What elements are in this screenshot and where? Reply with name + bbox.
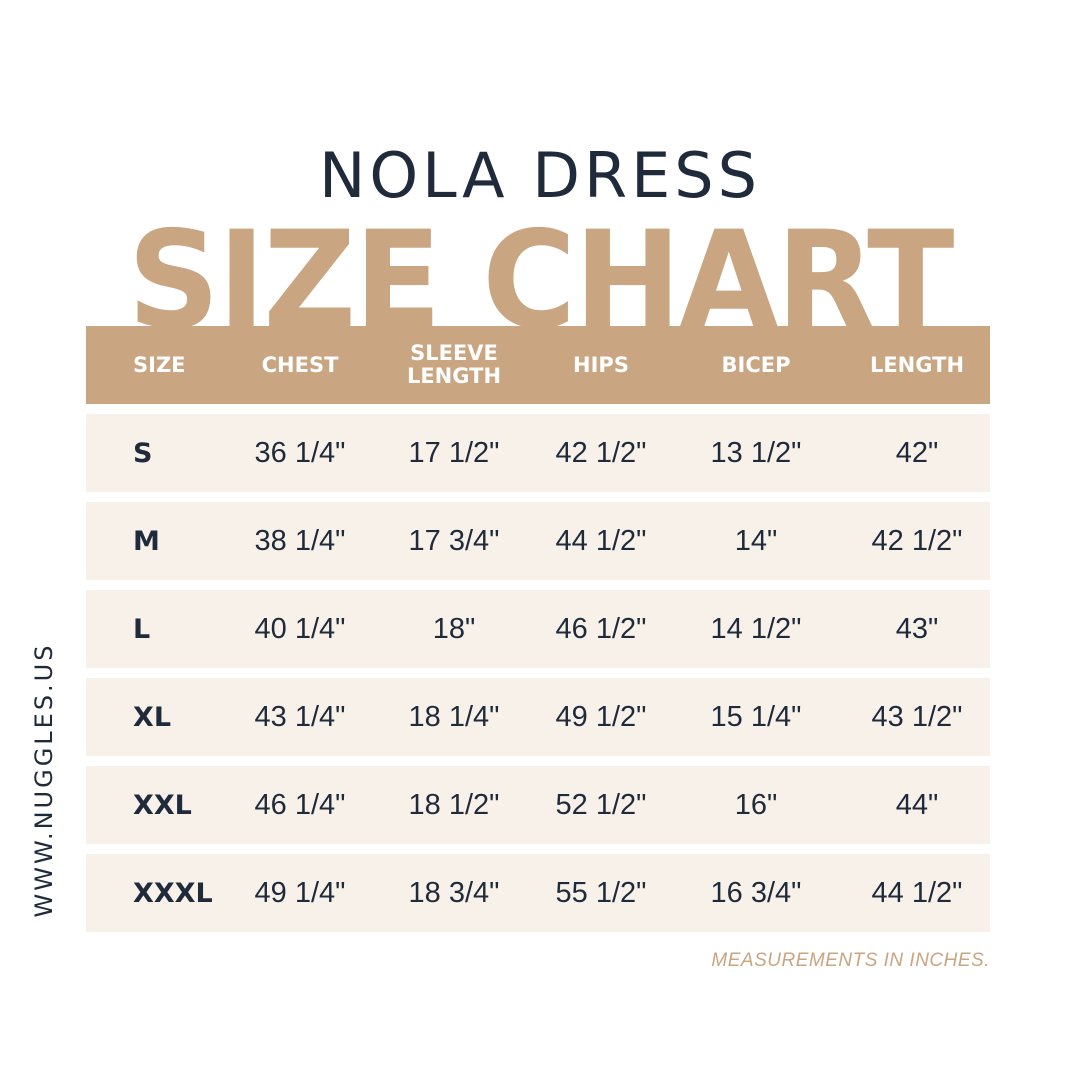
cell-size: S: [133, 437, 153, 469]
cell-bicep: 15 1/4": [710, 700, 802, 733]
cell-sleeve-length: 17 1/2": [408, 436, 500, 469]
cell-sleeve-length: 18 1/2": [408, 788, 500, 821]
cell-bicep: 13 1/2": [710, 436, 802, 469]
cell-sleeve-length: 18 3/4": [408, 876, 500, 909]
table-row: XXXL 49 1/4" 18 3/4" 55 1/2" 16 3/4" 44 …: [86, 854, 990, 932]
product-name: NOLA DRESS: [319, 139, 761, 212]
cell-chest: 40 1/4": [254, 612, 346, 645]
cell-chest: 46 1/4": [254, 788, 346, 821]
cell-length: 43 1/2": [871, 700, 963, 733]
cell-bicep: 14 1/2": [710, 612, 802, 645]
cell-hips: 49 1/2": [555, 700, 647, 733]
cell-sleeve-length: 18": [432, 612, 476, 645]
table-row: XL 43 1/4" 18 1/4" 49 1/2" 15 1/4" 43 1/…: [86, 678, 990, 756]
cell-length: 44 1/2": [871, 876, 963, 909]
table-row: XXL 46 1/4" 18 1/2" 52 1/2" 16" 44": [86, 766, 990, 844]
cell-hips: 55 1/2": [555, 876, 647, 909]
header-sleeve-line2: LENGTH: [406, 364, 502, 388]
header-hips: HIPS: [573, 352, 629, 377]
cell-length: 44": [895, 788, 939, 821]
table-row: L 40 1/4" 18" 46 1/2" 14 1/2" 43": [86, 590, 990, 668]
cell-size: XL: [133, 701, 172, 733]
header-length: LENGTH: [869, 352, 965, 377]
measurements-note: MEASUREMENTS IN INCHES.: [711, 950, 990, 971]
cell-bicep: 16": [734, 788, 778, 821]
cell-size: M: [133, 525, 160, 557]
table-row: M 38 1/4" 17 3/4" 44 1/2" 14" 42 1/2": [86, 502, 990, 580]
cell-hips: 42 1/2": [555, 436, 647, 469]
cell-chest: 43 1/4": [254, 700, 346, 733]
table-row: S 36 1/4" 17 1/2" 42 1/2" 13 1/2" 42": [86, 414, 990, 492]
header-sleeve-length: SLEEVE LENGTH: [374, 342, 534, 388]
cell-hips: 44 1/2": [555, 524, 647, 557]
cell-sleeve-length: 18 1/4": [408, 700, 500, 733]
cell-sleeve-length: 17 3/4": [408, 524, 500, 557]
cell-length: 43": [895, 612, 939, 645]
cell-bicep: 16 3/4": [710, 876, 802, 909]
header-bicep: BICEP: [721, 352, 791, 377]
cell-bicep: 14": [734, 524, 778, 557]
header-sleeve-line1: SLEEVE: [410, 341, 498, 365]
table-header: SIZE CHEST SLEEVE LENGTH HIPS BICEP LENG…: [86, 326, 990, 404]
website-url: WWW.NUGGLES.US: [30, 642, 58, 918]
cell-length: 42": [895, 436, 939, 469]
cell-size: XXXL: [133, 877, 213, 909]
cell-chest: 38 1/4": [254, 524, 346, 557]
header-chest: CHEST: [261, 352, 339, 377]
cell-chest: 49 1/4": [254, 876, 346, 909]
cell-size: XXL: [133, 789, 192, 821]
cell-size: L: [133, 613, 151, 645]
cell-hips: 52 1/2": [555, 788, 647, 821]
cell-hips: 46 1/2": [555, 612, 647, 645]
header-size: SIZE: [133, 352, 186, 377]
cell-chest: 36 1/4": [254, 436, 346, 469]
cell-length: 42 1/2": [871, 524, 963, 557]
